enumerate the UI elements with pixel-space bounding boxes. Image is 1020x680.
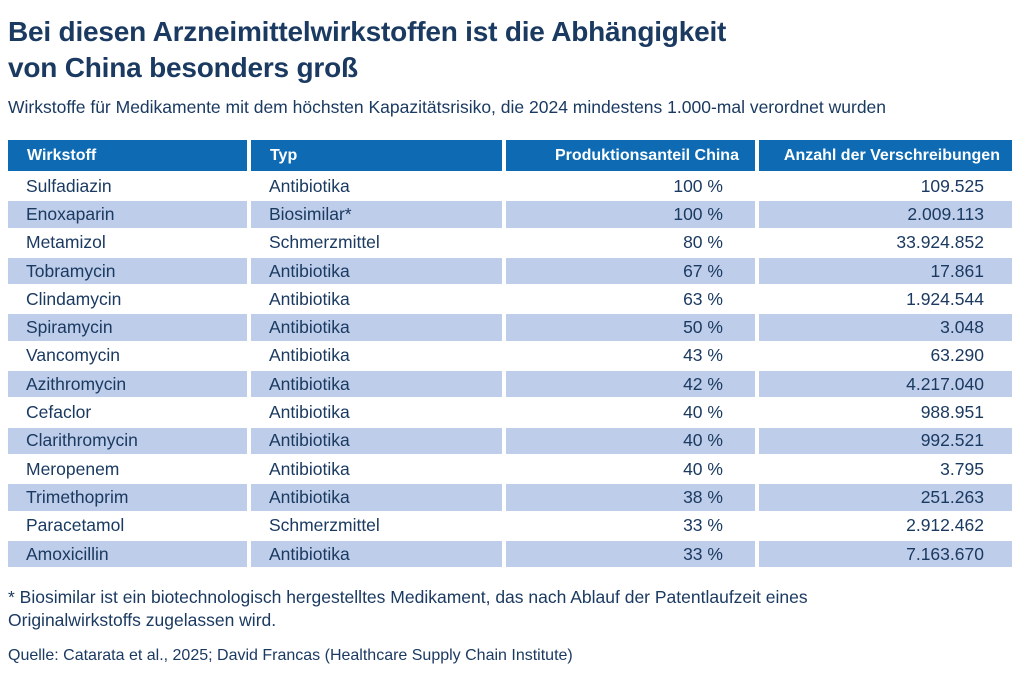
table-row: Clindamycin Antibiotika 63 % 1.924.544 <box>8 284 1012 313</box>
footnote: * Biosimilar ist ein biotechnologisch he… <box>8 587 808 631</box>
header-cell-verschreibungen: Anzahl der Verschreibungen <box>783 146 1000 164</box>
cell-produktionsanteil: 33 % <box>506 540 759 568</box>
table-row: Tobramycin Antibiotika 67 % 17.861 <box>8 255 1012 285</box>
cell-verschreibungen: 4.217.040 <box>906 373 984 394</box>
cell-produktionsanteil: 80 % <box>506 229 759 256</box>
cell-wirkstoff: Meropenem <box>8 455 251 483</box>
cell-produktionsanteil: 100 % <box>506 173 759 200</box>
cell-typ: Antibiotika <box>251 427 506 454</box>
cell-verschreibungen: 2.912.462 <box>906 515 984 536</box>
cell-typ: Antibiotika <box>251 484 506 511</box>
cell-verschreibungen: 63.290 <box>930 345 984 366</box>
cell-wirkstoff: Spiramycin <box>8 314 251 341</box>
page-subtitle: Wirkstoffe für Medikamente mit dem höchs… <box>8 97 887 117</box>
table-row: Clarithromycin Antibiotika 40 % 992.521 <box>8 425 1012 454</box>
cell-wirkstoff: Clindamycin <box>8 286 251 313</box>
table-row: Metamizol Schmerzmittel 80 % 33.924.852 <box>8 227 1012 256</box>
cell-verschreibungen: 109.525 <box>920 175 984 196</box>
cell-produktionsanteil: 63 % <box>506 286 759 313</box>
cell-typ: Antibiotika <box>251 257 506 285</box>
cell-verschreibungen: 251.263 <box>920 486 984 507</box>
cell-typ: Antibiotika <box>251 342 506 370</box>
table-row: Sulfadiazin Antibiotika 100 % 109.525 <box>8 171 1012 200</box>
cell-typ: Antibiotika <box>251 286 506 313</box>
page-title-line-2: von China besonders groß <box>8 52 358 83</box>
cell-verschreibungen: 988.951 <box>920 402 984 423</box>
table-row: Trimethoprim Antibiotika 38 % 251.263 <box>8 482 1012 511</box>
cell-verschreibungen: 1.924.544 <box>906 288 984 309</box>
cell-verschreibungen: 7.163.670 <box>906 543 984 564</box>
data-table: Wirkstoff Typ Produktionsanteil China An… <box>8 140 1012 568</box>
cell-typ: Antibiotika <box>251 173 506 200</box>
cell-wirkstoff: Cefaclor <box>8 399 251 426</box>
cell-produktionsanteil: 50 % <box>506 314 759 341</box>
table-row: Meropenem Antibiotika 40 % 3.795 <box>8 453 1012 483</box>
cell-wirkstoff: Enoxaparin <box>8 201 251 228</box>
table-row: Amoxicillin Antibiotika 33 % 7.163.670 <box>8 538 1012 568</box>
header-cell-produktionsanteil: Produktionsanteil China <box>506 140 759 171</box>
cell-typ: Antibiotika <box>251 314 506 341</box>
cell-wirkstoff: Sulfadiazin <box>8 173 251 200</box>
cell-typ: Antibiotika <box>251 399 506 426</box>
cell-verschreibungen: 17.861 <box>930 260 984 281</box>
cell-typ: Schmerzmittel <box>251 512 506 539</box>
table-row: Enoxaparin Biosimilar* 100 % 2.009.113 <box>8 199 1012 228</box>
table-header: Wirkstoff Typ Produktionsanteil China An… <box>8 140 1012 171</box>
cell-produktionsanteil: 100 % <box>506 201 759 228</box>
cell-typ: Antibiotika <box>251 455 506 483</box>
cell-produktionsanteil: 42 % <box>506 371 759 398</box>
cell-wirkstoff: Vancomycin <box>8 342 251 370</box>
cell-wirkstoff: Amoxicillin <box>8 540 251 568</box>
cell-produktionsanteil: 33 % <box>506 512 759 539</box>
cell-produktionsanteil: 38 % <box>506 484 759 511</box>
cell-verschreibungen: 2.009.113 <box>907 203 984 224</box>
cell-wirkstoff: Tobramycin <box>8 257 251 285</box>
cell-verschreibungen: 3.048 <box>940 317 984 338</box>
cell-typ: Biosimilar* <box>251 201 506 228</box>
cell-verschreibungen: 992.521 <box>920 430 984 451</box>
cell-wirkstoff: Azithromycin <box>8 371 251 398</box>
page-title: Bei diesen Arzneimittelwirkstoffen ist d… <box>8 14 1012 86</box>
header-cell-typ: Typ <box>251 140 506 171</box>
cell-produktionsanteil: 40 % <box>506 427 759 454</box>
table-row: Vancomycin Antibiotika 43 % 63.290 <box>8 340 1012 370</box>
header-cell-wirkstoff: Wirkstoff <box>8 140 251 171</box>
cell-typ: Antibiotika <box>251 540 506 568</box>
cell-produktionsanteil: 43 % <box>506 342 759 370</box>
infographic: Bei diesen Arzneimittelwirkstoffen ist d… <box>8 14 1012 665</box>
cell-wirkstoff: Trimethoprim <box>8 484 251 511</box>
page-title-line-1: Bei diesen Arzneimittelwirkstoffen ist d… <box>8 16 727 47</box>
cell-wirkstoff: Metamizol <box>8 229 251 256</box>
cell-verschreibungen: 3.795 <box>940 458 984 479</box>
table-body: Sulfadiazin Antibiotika 100 % 109.525 En… <box>8 171 1012 568</box>
cell-typ: Schmerzmittel <box>251 229 506 256</box>
cell-produktionsanteil: 40 % <box>506 455 759 483</box>
table-row: Cefaclor Antibiotika 40 % 988.951 <box>8 397 1012 426</box>
cell-wirkstoff: Clarithromycin <box>8 427 251 454</box>
table-row: Spiramycin Antibiotika 50 % 3.048 <box>8 312 1012 341</box>
cell-typ: Antibiotika <box>251 371 506 398</box>
cell-produktionsanteil: 40 % <box>506 399 759 426</box>
table-row: Azithromycin Antibiotika 42 % 4.217.040 <box>8 369 1012 398</box>
cell-verschreibungen: 33.924.852 <box>896 232 984 253</box>
cell-wirkstoff: Paracetamol <box>8 512 251 539</box>
source-line: Quelle: Catarata et al., 2025; David Fra… <box>8 647 573 665</box>
cell-produktionsanteil: 67 % <box>506 257 759 285</box>
table-row: Paracetamol Schmerzmittel 33 % 2.912.462 <box>8 510 1012 539</box>
